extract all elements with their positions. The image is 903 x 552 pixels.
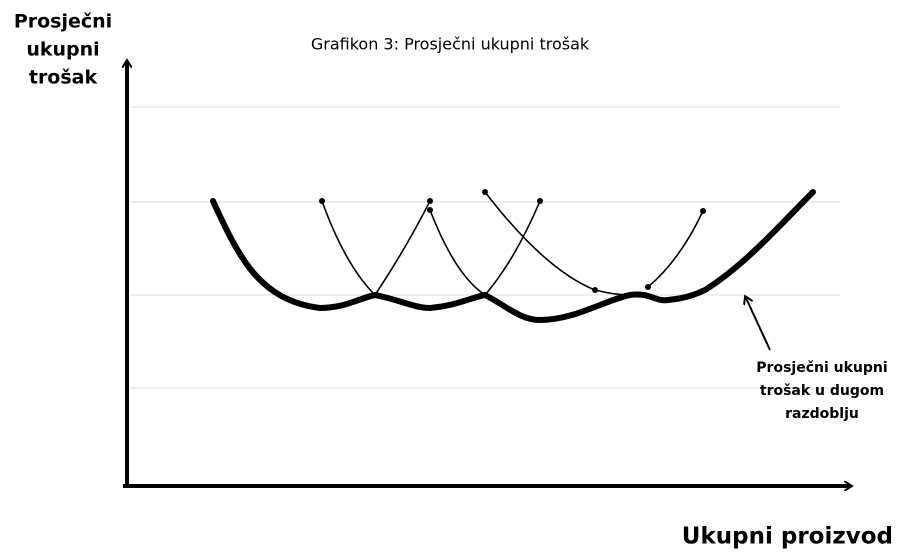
y-axis-label: trošak [29,67,98,89]
curve-dot [319,198,325,204]
annotation: Prosječni ukupni [756,360,887,376]
curve-dot [427,198,433,204]
curve-dot [482,189,488,195]
short-run-curve [647,210,704,288]
curve-dot [700,208,706,214]
curve-dot [592,287,598,293]
annotation-arrow [746,298,771,351]
curve-dot [537,198,543,204]
chart-title: Grafikon 3: Prosječni ukupni trošak [311,35,590,54]
curve-dot [427,207,433,213]
short-run-curves [319,189,706,297]
annotation: trošak u dugom [760,383,884,399]
short-run-curve [321,200,431,297]
short-run-curve [484,191,631,296]
y-axis-label: Prosječni [14,11,112,33]
short-run-curve [429,200,541,297]
long-run-curve [210,189,816,323]
annotation: razdoblju [785,406,859,422]
x-axis-label: Ukupni proizvod [682,524,893,550]
y-axis-label: ukupni [26,39,99,61]
curve-dot [645,284,651,290]
